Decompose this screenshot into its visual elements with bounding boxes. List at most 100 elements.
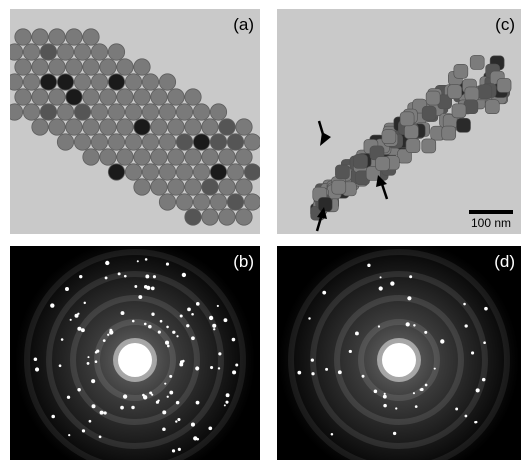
nanoparticle bbox=[22, 43, 41, 61]
nanoparticle bbox=[456, 117, 471, 133]
nanoparticle bbox=[381, 129, 397, 145]
diffraction-spot bbox=[134, 285, 138, 288]
nanoparticle bbox=[22, 103, 41, 121]
diffraction-spot bbox=[77, 326, 82, 331]
diffraction-spot bbox=[68, 434, 71, 437]
nanoparticle bbox=[48, 88, 66, 106]
diffraction-spot bbox=[83, 301, 86, 305]
diffraction-spot bbox=[77, 312, 80, 315]
nanoparticle bbox=[124, 133, 143, 151]
nanoparticle bbox=[335, 164, 350, 180]
nanoparticle bbox=[31, 58, 49, 76]
diffraction-spot bbox=[86, 362, 90, 365]
nanoparticle bbox=[107, 133, 126, 151]
nanoparticle bbox=[243, 163, 260, 181]
diffraction-spot bbox=[109, 328, 113, 332]
diffraction-spot bbox=[367, 263, 371, 268]
tem-image-c: (c) 100 nm bbox=[277, 9, 521, 234]
nanoparticle bbox=[56, 73, 75, 91]
nanoparticle bbox=[82, 28, 100, 46]
nanoparticle bbox=[39, 73, 58, 91]
nanoparticle bbox=[65, 88, 83, 106]
diffraction-spot bbox=[172, 330, 176, 334]
nanoparticle bbox=[226, 193, 245, 211]
diffraction-spot bbox=[337, 370, 342, 375]
nanoparticle bbox=[167, 148, 185, 166]
diffraction-spot bbox=[145, 274, 150, 279]
diffraction-spot bbox=[225, 393, 230, 398]
nanoparticle bbox=[469, 55, 485, 70]
scale-bar-label: 100 nm bbox=[470, 216, 512, 230]
central-beam bbox=[118, 343, 152, 377]
nanoparticle bbox=[141, 73, 160, 91]
nanoparticle bbox=[56, 43, 75, 61]
diffraction-spot bbox=[120, 405, 124, 410]
diffraction-spot bbox=[218, 352, 222, 356]
nanoparticle bbox=[375, 156, 390, 171]
nanoparticle bbox=[404, 124, 419, 140]
nanoparticle bbox=[167, 118, 185, 136]
diffraction-spot bbox=[208, 426, 213, 431]
nanoparticle bbox=[99, 58, 117, 76]
nanoparticle bbox=[73, 43, 92, 61]
nanoparticle bbox=[65, 118, 83, 136]
diffraction-spot bbox=[66, 395, 71, 399]
diffraction-spot bbox=[131, 405, 135, 410]
diffraction-spot bbox=[474, 420, 477, 424]
nanoparticle bbox=[158, 193, 177, 211]
tem-image-a: (a) bbox=[10, 9, 260, 234]
scale-bar: 100 nm bbox=[465, 210, 517, 230]
nanoparticle bbox=[48, 28, 66, 46]
diffraction-spot bbox=[123, 274, 127, 278]
diffraction-spot bbox=[373, 389, 378, 394]
diffraction-spot bbox=[131, 319, 135, 323]
nanoparticle bbox=[150, 148, 168, 166]
diffraction-spot bbox=[484, 306, 488, 311]
nanoparticle bbox=[441, 125, 457, 141]
diffraction-spot bbox=[440, 339, 445, 344]
nanoparticle bbox=[73, 103, 92, 121]
nanoparticle bbox=[421, 105, 437, 121]
diffraction-spot bbox=[190, 422, 195, 427]
diffraction-spot bbox=[433, 367, 436, 370]
diffraction-spot bbox=[58, 364, 62, 368]
diffraction-spot bbox=[383, 403, 387, 408]
nanoparticle bbox=[201, 178, 219, 196]
diffraction-spot bbox=[162, 410, 167, 415]
diffraction-spot bbox=[210, 365, 214, 370]
nanoparticle bbox=[116, 88, 134, 106]
diffraction-spot bbox=[176, 335, 179, 338]
nanoparticle bbox=[243, 193, 260, 211]
diffraction-spot bbox=[383, 392, 386, 395]
diffraction-spot bbox=[104, 276, 108, 280]
nanoparticle bbox=[99, 88, 117, 106]
nanoparticle bbox=[201, 148, 219, 166]
diffraction-spot bbox=[157, 330, 161, 334]
arrow-icon bbox=[317, 120, 331, 146]
nanoparticle bbox=[192, 163, 211, 181]
nanoparticle bbox=[150, 88, 168, 106]
diffraction-spot bbox=[390, 281, 395, 286]
tem-particles-a bbox=[10, 28, 260, 226]
diffraction-spot bbox=[33, 357, 38, 361]
nanoparticle bbox=[73, 73, 92, 91]
nanoparticle bbox=[209, 193, 228, 211]
panel-label-c: (c) bbox=[495, 15, 515, 34]
nanoparticle bbox=[65, 28, 83, 46]
diffraction-spot bbox=[195, 400, 200, 405]
diffraction-spot bbox=[164, 340, 170, 345]
diffraction-spot bbox=[87, 356, 90, 359]
diffraction-spot bbox=[195, 302, 200, 306]
nanoparticle bbox=[421, 138, 437, 154]
diffraction-spot bbox=[481, 377, 486, 382]
diffraction-spot bbox=[179, 360, 184, 364]
nanoparticle bbox=[107, 163, 126, 181]
diffraction-spot bbox=[105, 260, 110, 266]
nanoparticle bbox=[10, 73, 24, 91]
nanoparticle bbox=[90, 73, 109, 91]
nanoparticle bbox=[399, 111, 415, 127]
nanoparticle bbox=[73, 133, 92, 151]
nanoparticle bbox=[201, 208, 219, 226]
nanoparticle bbox=[116, 118, 134, 136]
nanoparticle bbox=[477, 84, 493, 100]
